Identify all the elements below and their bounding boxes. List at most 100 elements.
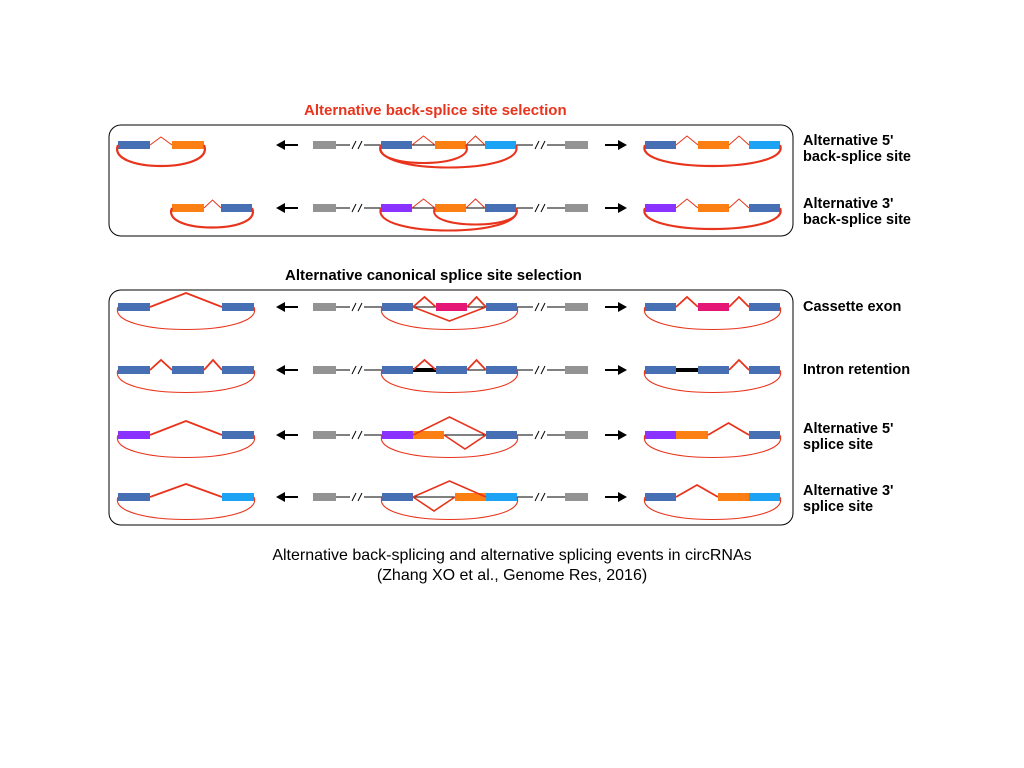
exon-blue — [749, 204, 780, 212]
label-line1: Alternative 3' — [803, 483, 894, 499]
splice-junction — [149, 136, 173, 146]
axis-break-mark — [534, 140, 540, 150]
right-arrow-head — [618, 203, 627, 213]
backsplice-loop — [381, 434, 518, 458]
break-gap — [533, 494, 547, 500]
splice-junction — [149, 292, 223, 308]
label-line1: Alternative 5' — [803, 421, 894, 437]
exon-blue — [222, 303, 254, 311]
exon-orange — [413, 431, 444, 439]
exon-orange — [698, 204, 729, 212]
exon-blue — [485, 204, 516, 212]
splice-junction — [466, 295, 487, 308]
right-arrow-head — [618, 365, 627, 375]
left-arrow-head — [276, 365, 285, 375]
backsplice-loop — [643, 144, 782, 168]
axis-break-mark — [351, 302, 357, 312]
axis-break-mark — [534, 492, 540, 502]
exon-gray — [313, 493, 336, 501]
exon-blue — [118, 493, 150, 501]
exon-gray — [565, 141, 588, 149]
exon-gray — [565, 204, 588, 212]
exon-orange — [172, 141, 204, 149]
exon-blue — [118, 141, 150, 149]
break-gap — [533, 142, 547, 148]
splice-junction — [728, 198, 750, 209]
label-alt-5-backsplice: Alternative 5' back-splice site — [803, 133, 911, 165]
backsplice-loop — [117, 306, 255, 330]
backsplice-loop — [116, 144, 206, 168]
label-line2: splice site — [803, 499, 874, 515]
break-gap — [533, 304, 547, 310]
exon-blue — [645, 493, 676, 501]
axis-break-mark — [540, 492, 546, 502]
axis-break-mark — [351, 140, 357, 150]
splice-junction — [203, 199, 222, 209]
break-gap — [350, 304, 364, 310]
splice-junction — [203, 358, 223, 371]
backsplice-loop — [644, 369, 781, 393]
splice-junction-below — [412, 496, 456, 512]
exon-cyan — [222, 493, 254, 501]
right-arrow-head — [618, 140, 627, 150]
backsplice-section-frame — [108, 124, 794, 237]
backsplice-loop — [433, 207, 518, 226]
diagram-shapes — [116, 135, 782, 520]
axis-break-mark — [540, 365, 546, 375]
label-line1: Cassette exon — [803, 299, 902, 315]
exon-purple — [645, 204, 676, 212]
left-arrow-head — [276, 430, 285, 440]
exon-purple — [381, 204, 412, 212]
exon-blue — [749, 431, 780, 439]
exon-blue — [172, 366, 204, 374]
splice-junction — [675, 135, 699, 146]
exon-purple — [645, 431, 676, 439]
axis-break-mark — [540, 140, 546, 150]
caption-line1: Alternative back-splicing and alternativ… — [272, 547, 752, 564]
axis-break-mark — [351, 492, 357, 502]
canonical-section-frame — [108, 289, 794, 526]
exon-gray — [313, 366, 336, 374]
label-alt-5-splice: Alternative 5' splice site — [803, 421, 893, 453]
right-arrow-head — [618, 430, 627, 440]
backsplice-loop — [117, 369, 255, 393]
backsplice-loop — [117, 434, 255, 458]
canonical-section-title: Alternative canonical splice site select… — [285, 267, 582, 284]
exon-blue — [382, 493, 413, 501]
splice-junction — [675, 295, 699, 308]
break-gap — [350, 432, 364, 438]
exon-gray — [565, 431, 588, 439]
splice-junction — [149, 358, 173, 371]
axis-break-mark — [357, 492, 363, 502]
exon-blue — [749, 303, 780, 311]
label-line1: Intron retention — [803, 362, 911, 378]
exon-blue — [486, 431, 517, 439]
exon-orange — [172, 204, 204, 212]
axis-break-mark — [534, 203, 540, 213]
exon-blue — [118, 366, 150, 374]
break-gap — [350, 494, 364, 500]
splice-junction-below — [412, 306, 487, 322]
left-arrow-head — [276, 302, 285, 312]
caption-line2: (Zhang XO et al., Genome Res, 2016) — [376, 567, 648, 584]
exon-blue — [645, 366, 676, 374]
exon-cyan — [749, 141, 780, 149]
splice-junction — [707, 421, 750, 436]
exon-blue — [436, 366, 467, 374]
exon-purple — [382, 431, 413, 439]
exon-gray — [313, 141, 336, 149]
exon-blue — [382, 303, 413, 311]
label-line1: Alternative 3' — [803, 196, 894, 212]
splice-junction — [728, 358, 750, 371]
exon-gray — [565, 366, 588, 374]
axis-break-mark — [357, 203, 363, 213]
exon-orange — [435, 204, 466, 212]
label-line2: splice site — [803, 437, 874, 453]
splice-junction — [411, 135, 436, 146]
exon-orange — [718, 493, 749, 501]
axis-break-mark — [351, 365, 357, 375]
backsplice-loop — [644, 306, 781, 330]
exon-orange — [698, 141, 729, 149]
splice-junction — [675, 483, 719, 498]
backsplice-loop — [381, 306, 518, 330]
